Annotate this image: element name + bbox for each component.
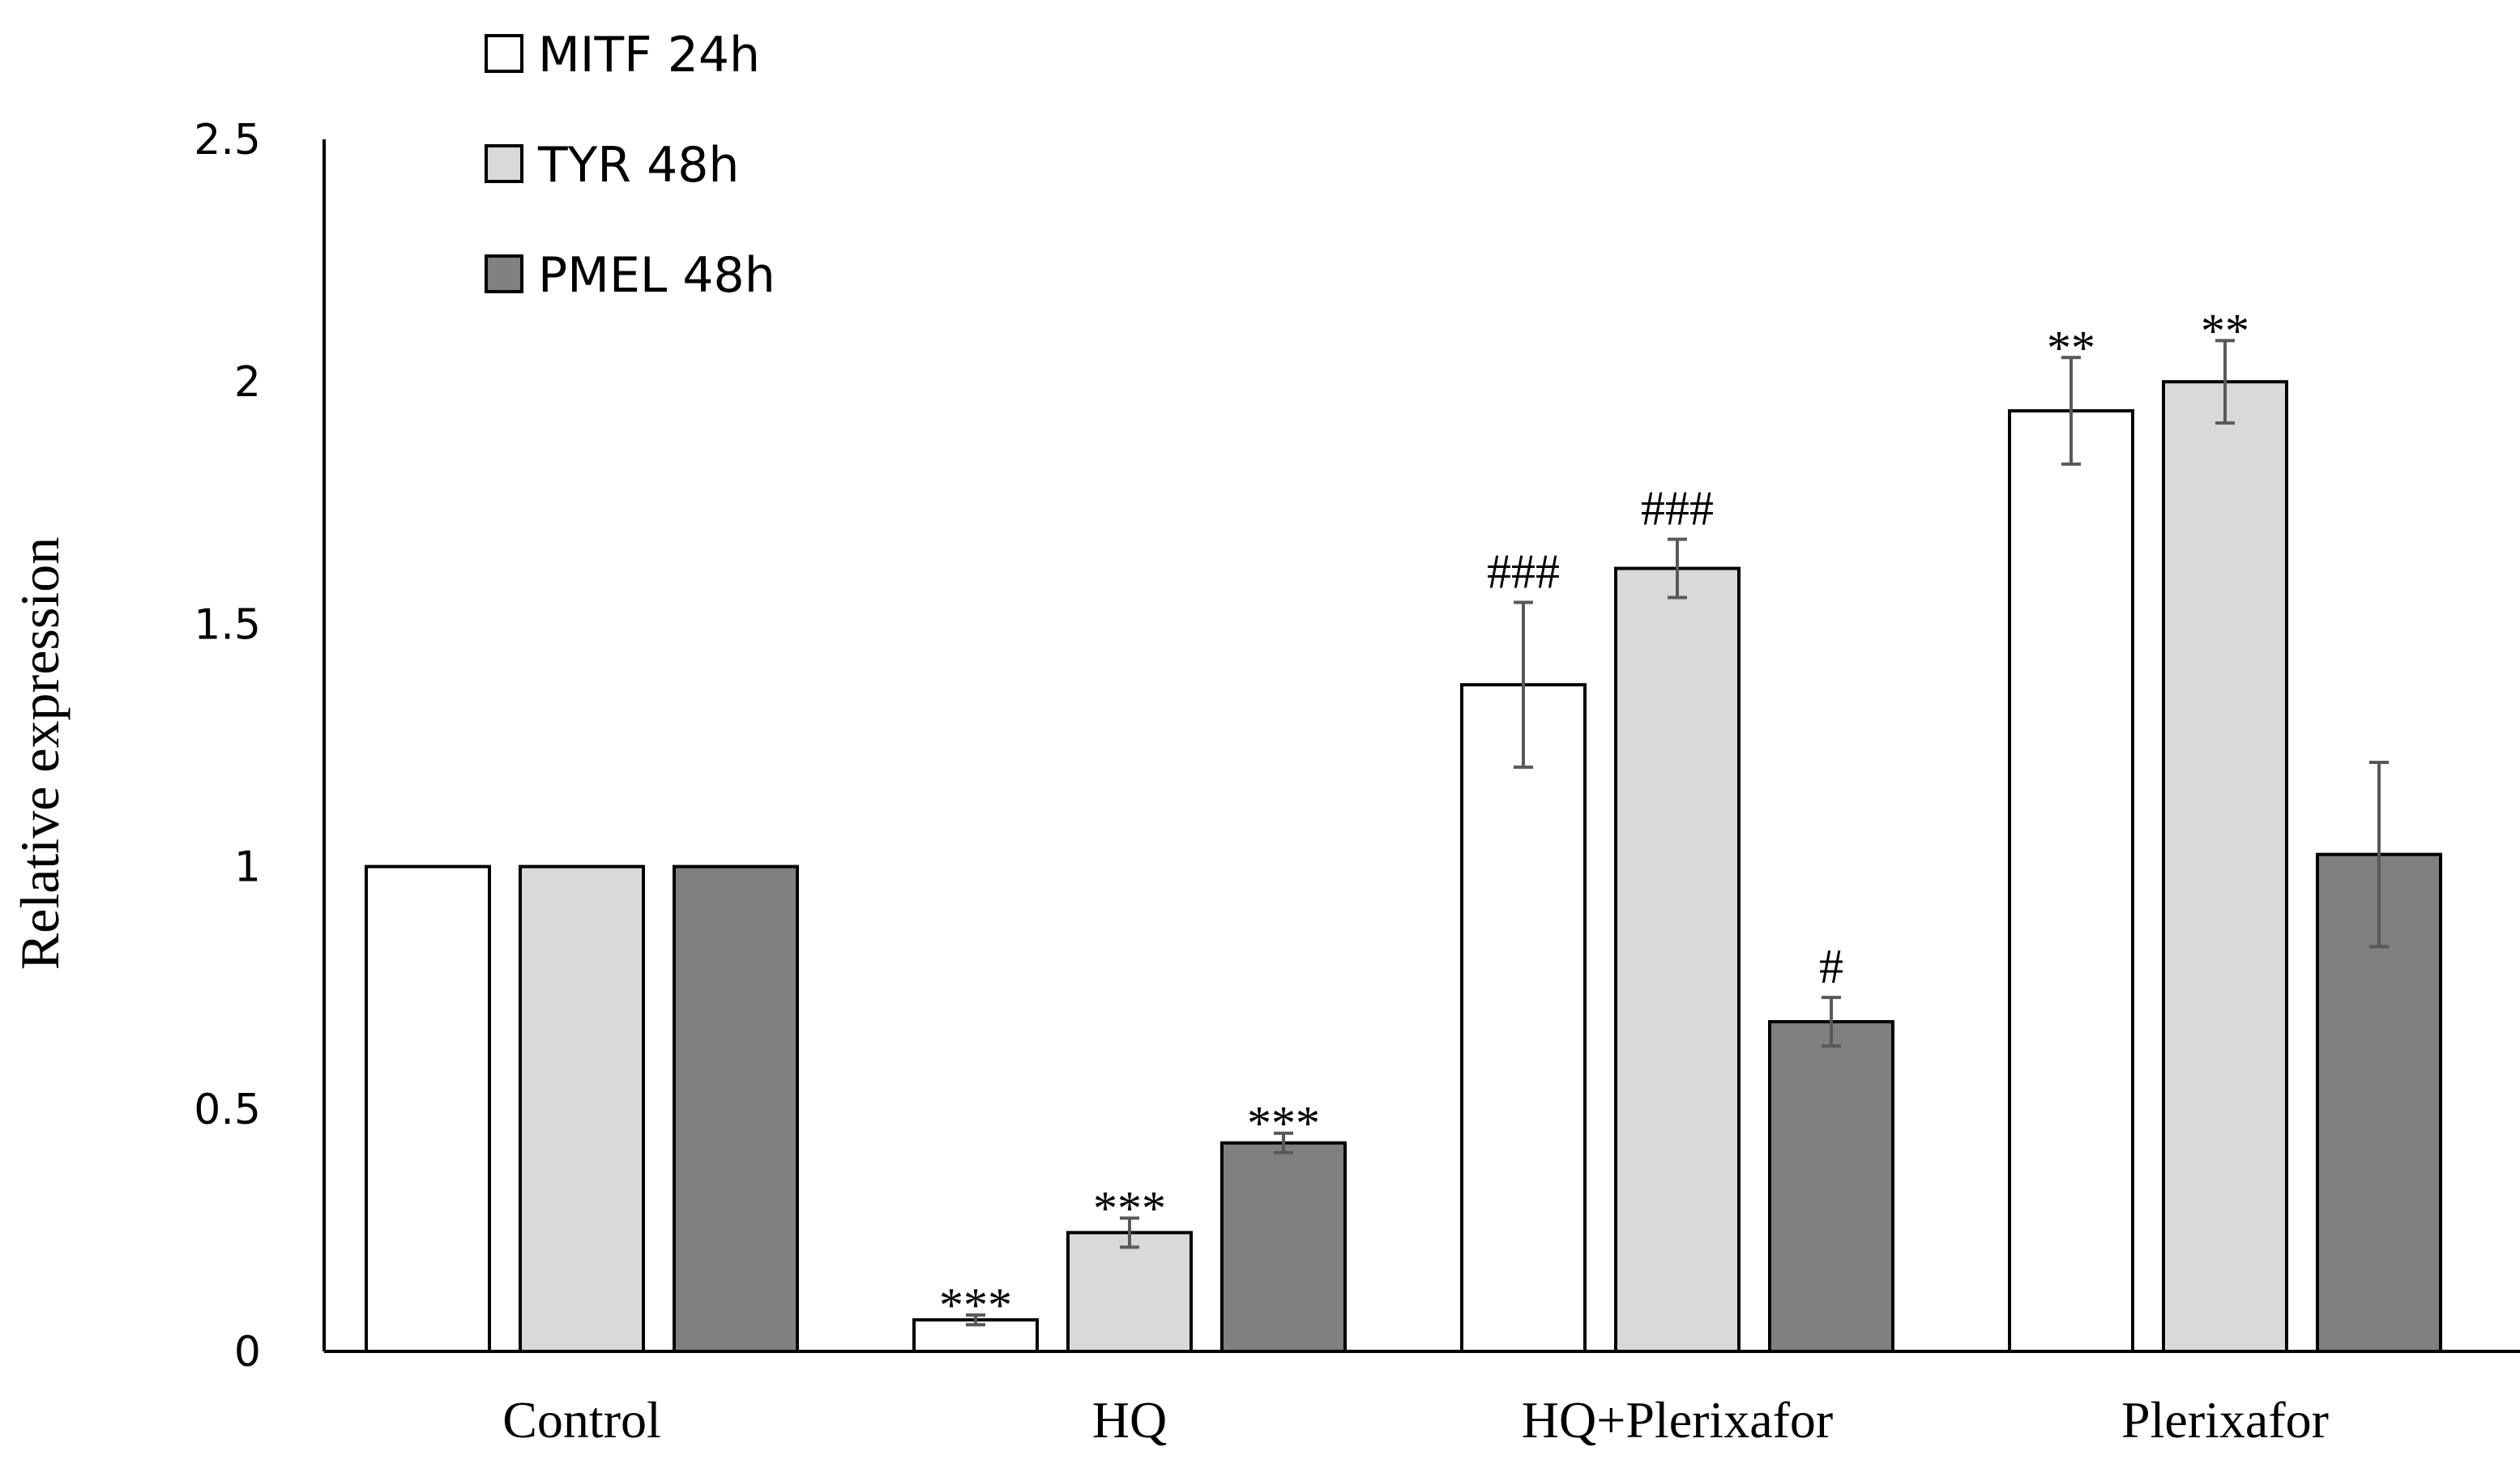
legend-swatch <box>485 254 523 293</box>
significance-label: ** <box>2047 321 2095 374</box>
bar <box>365 864 491 1353</box>
y-axis-label: Relative expression <box>9 537 70 970</box>
legend-swatch <box>485 34 523 73</box>
y-tick-label: 2.5 <box>194 116 261 164</box>
bar <box>1614 566 1741 1353</box>
bar <box>1460 683 1587 1353</box>
legend: MITF 24h TYR 48h PMEL 48h <box>485 27 775 304</box>
y-tick-label: 1 <box>234 843 261 892</box>
y-tick-label: 0.5 <box>194 1086 261 1134</box>
legend-label: TYR 48h <box>537 137 739 194</box>
x-tick-label: Control <box>502 1391 661 1449</box>
bar <box>2008 409 2134 1353</box>
bar <box>1066 1231 1193 1353</box>
legend-swatch <box>485 144 523 183</box>
bar <box>519 864 645 1353</box>
y-tick-label: 1.5 <box>194 600 261 649</box>
x-tick-label: HQ+Plerixafor <box>1522 1391 1833 1449</box>
bar <box>2162 380 2288 1354</box>
significance-label: *** <box>1093 1181 1166 1235</box>
bar <box>1220 1141 1347 1353</box>
y-tick-label: 2 <box>234 358 261 407</box>
significance-label: # <box>1819 940 1843 993</box>
significance-label: *** <box>939 1278 1012 1332</box>
significance-label: ### <box>1487 544 1560 598</box>
bar <box>673 864 799 1353</box>
plot-area: 00.511.522.5Control*********HQ#######HQ+… <box>194 116 2520 1449</box>
significance-label: ** <box>2201 304 2249 357</box>
significance-label: ### <box>1641 482 1714 536</box>
legend-label: PMEL 48h <box>538 247 775 304</box>
x-tick-label: Plerixafor <box>2121 1391 2329 1449</box>
significance-label: *** <box>1247 1097 1320 1150</box>
x-tick-label: HQ <box>1092 1391 1167 1449</box>
y-tick-label: 0 <box>234 1328 261 1377</box>
legend-label: MITF 24h <box>538 27 760 83</box>
bar <box>1768 1020 1894 1353</box>
